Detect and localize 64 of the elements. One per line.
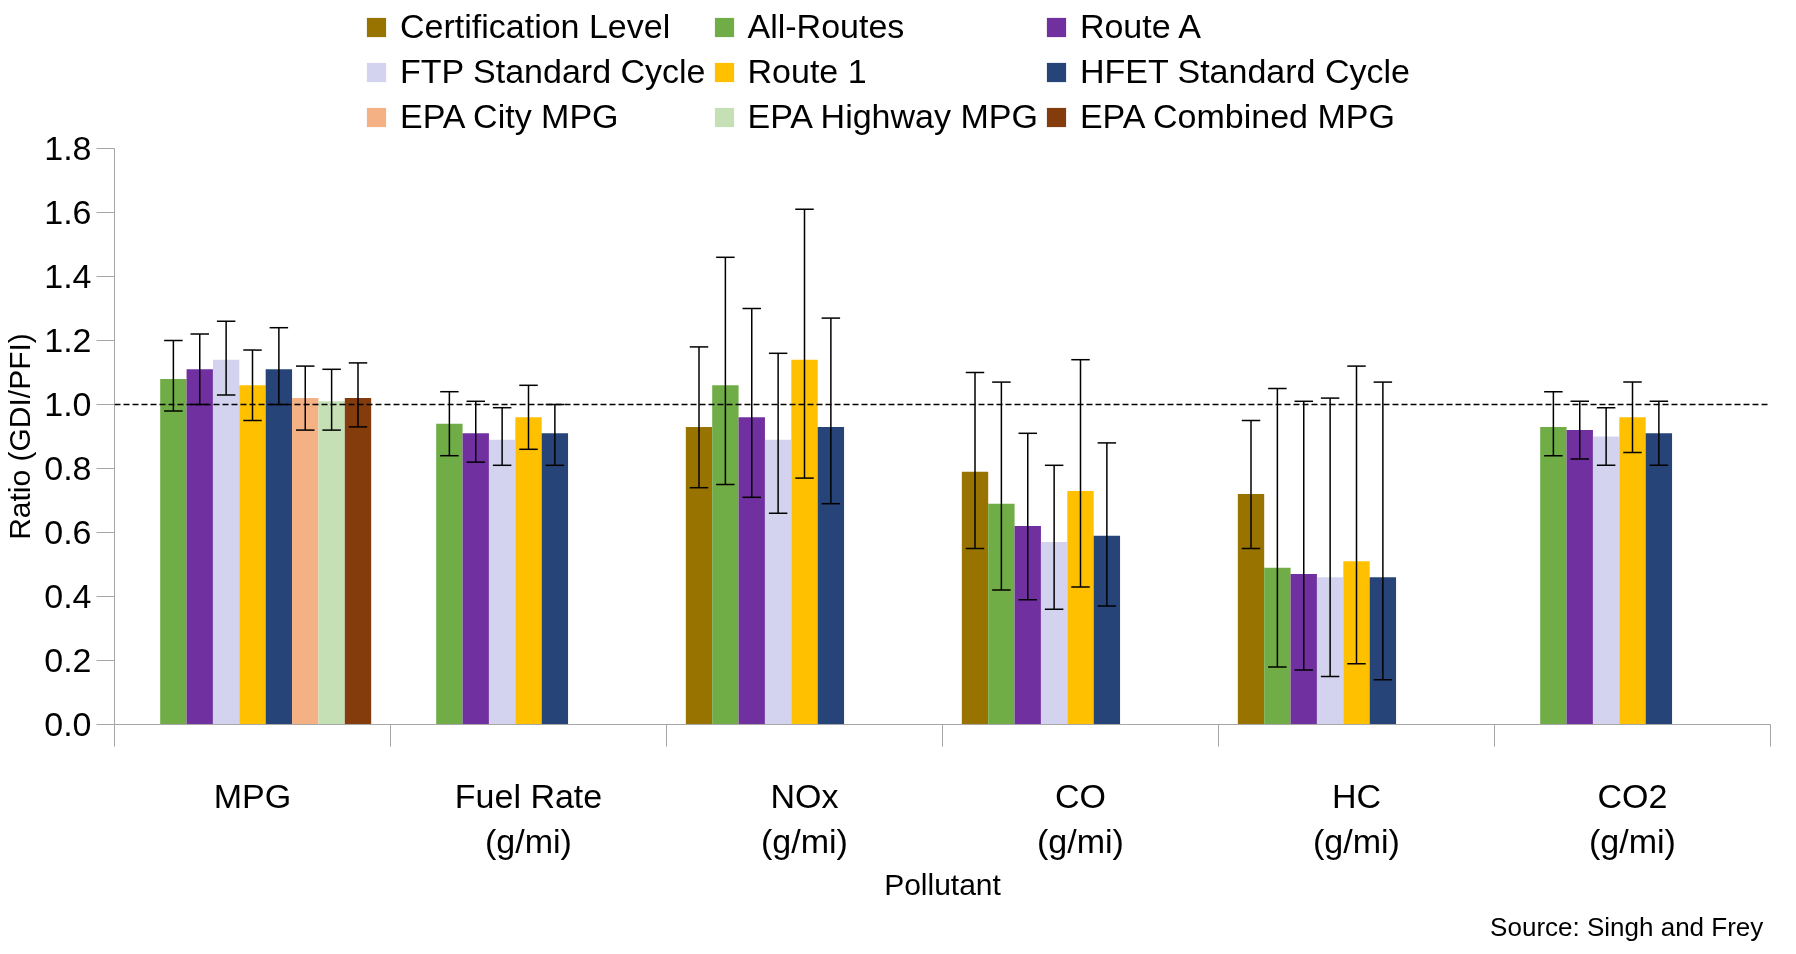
y-tick-label: 1.6 (44, 193, 92, 231)
bar (1093, 535, 1121, 725)
bar (738, 417, 765, 725)
bar (961, 471, 989, 725)
bar (462, 433, 489, 725)
y-tick-label: 0.8 (44, 449, 92, 487)
x-axis-title: Pollutant (884, 868, 1002, 902)
x-tick-label: MPG (213, 776, 292, 815)
y-tick-label: 0.0 (44, 705, 92, 743)
bar (1619, 417, 1646, 725)
bar (436, 423, 463, 725)
bar (1343, 561, 1370, 725)
legend-label: Route A (1079, 7, 1201, 46)
bar (212, 359, 240, 725)
y-tick-label: 1.4 (44, 257, 92, 295)
bar (817, 426, 845, 725)
y-tick-label: 1.2 (44, 321, 92, 359)
bar (685, 426, 713, 725)
bar (344, 398, 372, 725)
x-tick-label: CO2 (g/mi) (1589, 776, 1676, 861)
y-tick-label: 1.8 (44, 129, 92, 167)
y-axis-title: Ratio (GDI/PFI) (3, 333, 37, 540)
x-tick-label: NOx (g/mi) (761, 776, 848, 861)
bar (1014, 526, 1041, 725)
bar (791, 359, 818, 725)
legend-label: Route 1 (747, 52, 867, 91)
legend-label: Certification Level (400, 7, 671, 46)
source-note: Source: Singh and Frey (1490, 911, 1764, 942)
legend-label: EPA City MPG (400, 97, 619, 136)
bar (239, 385, 266, 725)
bar (318, 401, 345, 725)
bar (1369, 577, 1397, 725)
bar (764, 439, 792, 725)
legend-label: HFET Standard Cycle (1079, 52, 1410, 91)
bar (988, 503, 1015, 725)
y-tick-label: 0.2 (44, 641, 92, 679)
bar (1264, 567, 1291, 725)
legend-label: EPA Combined MPG (1079, 97, 1395, 136)
bar (1566, 430, 1593, 725)
bar (541, 433, 569, 725)
bar (265, 369, 293, 725)
bar (1645, 433, 1673, 725)
x-tick-label: HC (g/mi) (1313, 776, 1400, 861)
bar (186, 369, 213, 725)
x-tick-label: CO (g/mi) (1037, 776, 1124, 861)
bar (712, 385, 739, 725)
bar (1290, 574, 1317, 725)
legend-label: EPA Highway MPG (747, 97, 1038, 136)
bar (160, 378, 187, 725)
y-tick-label: 1.0 (44, 385, 92, 423)
bar (488, 439, 516, 725)
bar (1040, 542, 1068, 725)
legend-label: All-Routes (747, 7, 905, 46)
x-tick-label: Fuel Rate (g/mi) (454, 776, 603, 861)
legend-label: FTP Standard Cycle (400, 52, 706, 91)
bar (1316, 577, 1344, 725)
y-tick-label: 0.4 (44, 577, 92, 615)
bar (515, 417, 542, 725)
y-tick-label: 0.6 (44, 513, 92, 551)
bar (1540, 426, 1567, 725)
bar (1592, 436, 1620, 725)
bar (1237, 494, 1265, 725)
bar (292, 398, 319, 725)
bar (1067, 490, 1094, 725)
